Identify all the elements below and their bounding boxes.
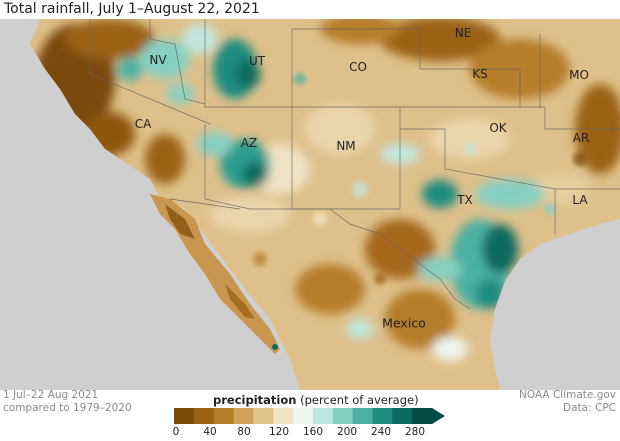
country-label-mexico: Mexico	[382, 315, 426, 331]
baseline-line: compared to 1979–2020	[3, 402, 132, 414]
legend-swatch	[312, 408, 334, 424]
legend-swatch	[392, 408, 413, 424]
legend-swatch	[332, 408, 354, 424]
state-label-ne: NE	[454, 26, 472, 40]
legend-tick: 120	[268, 426, 290, 438]
legend-tick: 80	[237, 426, 251, 438]
date-range-line: 1 Jul–22 Aug 2021	[3, 389, 99, 401]
legend-title-unit: (percent of average)	[296, 393, 419, 407]
legend-swatch	[293, 408, 314, 424]
gulf-of-mexico	[490, 219, 620, 390]
credits: NOAA Climate.gov Data: CPC	[519, 389, 616, 415]
legend-tick: 280	[404, 426, 426, 438]
state-label-co: CO	[349, 60, 367, 74]
source-credit: NOAA Climate.gov	[519, 389, 616, 401]
state-label-tx: TX	[457, 193, 473, 207]
state-label-az: AZ	[240, 136, 258, 150]
state-label-mo: MO	[569, 68, 589, 82]
legend-title: precipitation (percent of average)	[213, 393, 419, 407]
state-label-ca: CA	[134, 117, 152, 131]
legend-tick: 160	[302, 426, 324, 438]
legend-tick: 40	[203, 426, 217, 438]
legend-arrow	[432, 408, 445, 424]
legend-color-bar	[174, 408, 445, 424]
legend-swatch	[213, 408, 235, 424]
date-range-note: 1 Jul–22 Aug 2021 compared to 1979–2020	[3, 389, 132, 415]
legend-title-main: precipitation	[213, 393, 297, 407]
state-borders	[89, 19, 620, 310]
legend-swatch	[352, 408, 373, 424]
legend-swatch	[193, 408, 215, 424]
legend-tick: 200	[336, 426, 358, 438]
state-label-ks: KS	[472, 67, 488, 81]
data-credit: Data: CPC	[563, 402, 616, 414]
state-label-nv: NV	[149, 53, 167, 67]
legend-swatch	[253, 408, 274, 424]
legend-swatch	[174, 408, 195, 424]
legend-tick: 240	[370, 426, 392, 438]
legend-swatch	[412, 408, 433, 424]
precipitation-map	[0, 19, 620, 390]
state-label-ar: AR	[572, 131, 590, 145]
state-label-nm: NM	[336, 139, 356, 153]
state-label-la: LA	[572, 193, 588, 207]
map-title: Total rainfall, July 1–August 22, 2021	[4, 1, 260, 17]
legend-tick: 0	[172, 426, 180, 438]
state-label-ut: UT	[248, 54, 266, 68]
state-label-ok: OK	[489, 121, 507, 135]
legend-swatch	[273, 408, 294, 424]
legend-swatch	[372, 408, 393, 424]
legend-swatch	[233, 408, 254, 424]
